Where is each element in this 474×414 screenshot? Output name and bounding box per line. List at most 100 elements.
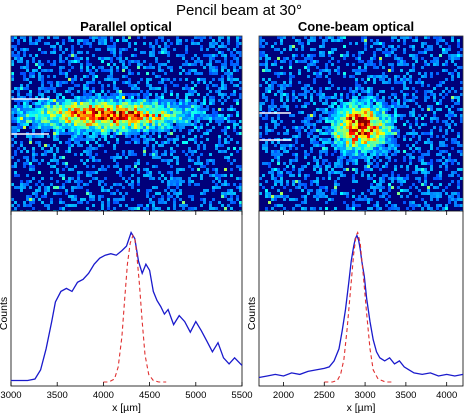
image-pixel [316, 141, 319, 144]
image-pixel [128, 120, 131, 123]
image-pixel [185, 51, 188, 54]
image-pixel [113, 156, 116, 159]
image-pixel [62, 42, 65, 45]
image-pixel [17, 87, 20, 90]
image-pixel [289, 45, 292, 48]
image-pixel [358, 69, 361, 72]
image-pixel [376, 150, 379, 153]
image-pixel [164, 201, 167, 204]
image-pixel [280, 105, 283, 108]
image-pixel [86, 153, 89, 156]
image-pixel [268, 69, 271, 72]
image-pixel [388, 123, 391, 126]
image-pixel [158, 117, 161, 120]
image-pixel [379, 63, 382, 66]
image-pixel [53, 87, 56, 90]
image-pixel [373, 51, 376, 54]
image-pixel [379, 168, 382, 171]
image-pixel [280, 42, 283, 45]
image-pixel [292, 57, 295, 60]
image-pixel [206, 168, 209, 171]
image-pixel [337, 72, 340, 75]
image-pixel [400, 165, 403, 168]
image-pixel [116, 93, 119, 96]
image-pixel [59, 129, 62, 132]
image-pixel [445, 207, 448, 210]
image-pixel [20, 111, 23, 114]
image-pixel [62, 39, 65, 42]
image-pixel [50, 165, 53, 168]
image-pixel [77, 183, 80, 186]
image-pixel [146, 126, 149, 129]
image-pixel [107, 96, 110, 99]
image-pixel [110, 108, 113, 111]
image-pixel [173, 207, 176, 210]
image-pixel [268, 108, 271, 111]
image-pixel [176, 84, 179, 87]
image-pixel [191, 180, 194, 183]
image-pixel [206, 159, 209, 162]
image-pixel [310, 96, 313, 99]
image-pixel [119, 132, 122, 135]
image-pixel [119, 120, 122, 123]
image-pixel [370, 135, 373, 138]
image-pixel [430, 141, 433, 144]
image-pixel [358, 195, 361, 198]
image-pixel [107, 99, 110, 102]
image-pixel [125, 132, 128, 135]
image-pixel [355, 72, 358, 75]
image-pixel [167, 132, 170, 135]
image-pixel [460, 120, 463, 123]
image-pixel [349, 117, 352, 120]
image-pixel [295, 198, 298, 201]
image-pixel [119, 111, 122, 114]
image-pixel [391, 135, 394, 138]
image-pixel [62, 186, 65, 189]
image-pixel [44, 123, 47, 126]
image-pixel [65, 150, 68, 153]
image-pixel [194, 108, 197, 111]
image-pixel [304, 105, 307, 108]
image-pixel [71, 54, 74, 57]
image-pixel [32, 165, 35, 168]
image-pixel [110, 114, 113, 117]
image-pixel [176, 186, 179, 189]
image-pixel [128, 72, 131, 75]
image-pixel [134, 114, 137, 117]
image-pixel [44, 195, 47, 198]
image-pixel [47, 123, 50, 126]
image-pixel [364, 117, 367, 120]
image-pixel [304, 36, 307, 39]
image-pixel [179, 123, 182, 126]
image-pixel [421, 57, 424, 60]
image-pixel [277, 36, 280, 39]
image-pixel [328, 69, 331, 72]
image-pixel [230, 51, 233, 54]
image-pixel [319, 69, 322, 72]
image-pixel [29, 93, 32, 96]
image-pixel [262, 117, 265, 120]
image-pixel [23, 201, 26, 204]
image-pixel [352, 138, 355, 141]
image-pixel [433, 114, 436, 117]
image-pixel [334, 171, 337, 174]
image-pixel [364, 129, 367, 132]
image-pixel [56, 123, 59, 126]
image-pixel [316, 183, 319, 186]
image-pixel [122, 96, 125, 99]
image-pixel [104, 36, 107, 39]
image-pixel [331, 63, 334, 66]
image-pixel [215, 54, 218, 57]
image-pixel [86, 111, 89, 114]
image-pixel [200, 72, 203, 75]
image-pixel [107, 45, 110, 48]
image-pixel [376, 117, 379, 120]
image-pixel [325, 96, 328, 99]
image-pixel [29, 138, 32, 141]
image-pixel [322, 138, 325, 141]
image-pixel [23, 48, 26, 51]
image-pixel [56, 42, 59, 45]
image-pixel [382, 141, 385, 144]
image-pixel [170, 90, 173, 93]
image-pixel [23, 75, 26, 78]
